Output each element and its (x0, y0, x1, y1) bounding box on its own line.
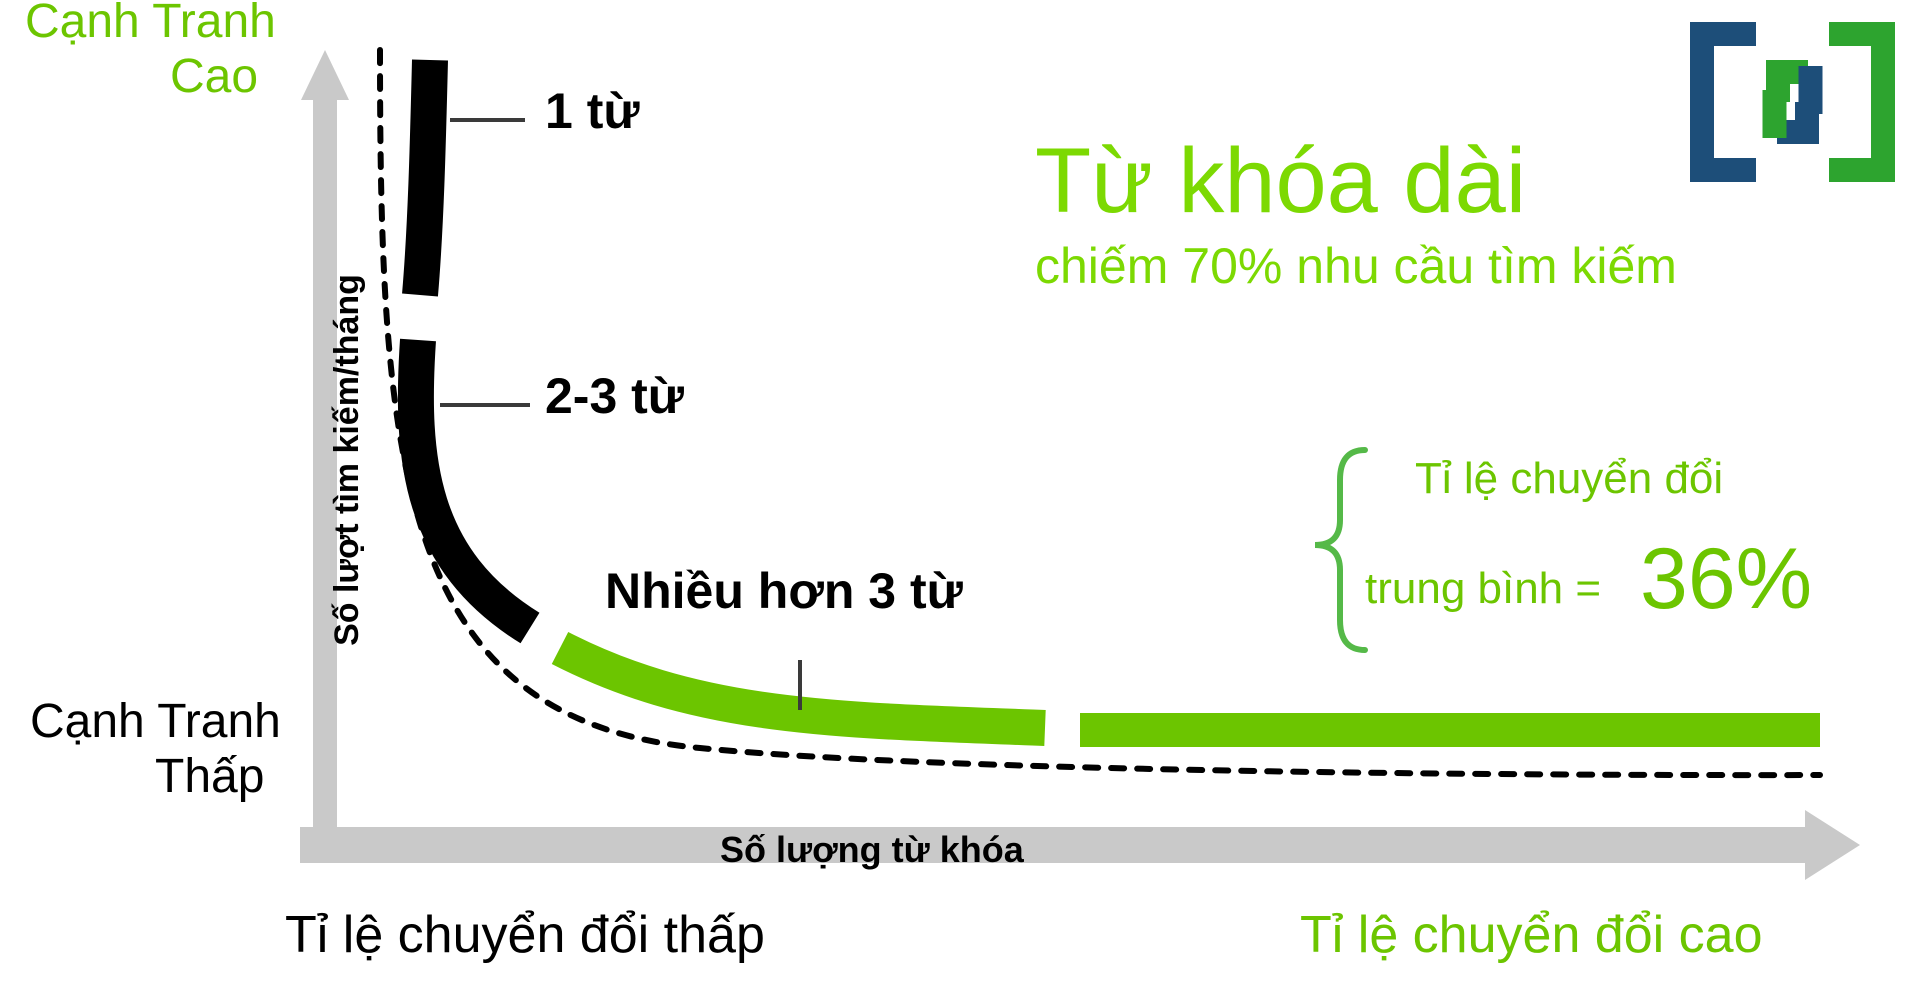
label-conversion-low: Tỉ lệ chuyển đổi thấp (285, 908, 765, 963)
label-competition-low-1: Cạnh Tranh (30, 697, 281, 747)
headline-subtitle: chiếm 70% nhu cầu tìm kiếm (1035, 240, 1677, 293)
headline-title: Từ khóa dài (1035, 133, 1526, 230)
curve-segment-long-tail-a (560, 648, 1045, 728)
bracket-text-line2a: trung bình = (1365, 566, 1601, 612)
segment-label-2-3-words: 2-3 từ (545, 370, 684, 423)
bracket-text-line2b: 36% (1640, 534, 1812, 624)
brand-logo-icon (1690, 22, 1895, 182)
bracket-icon (1315, 450, 1365, 650)
label-competition-low-2: Thấp (155, 752, 264, 802)
bracket-text-line1: Tỉ lệ chuyển đổi (1415, 456, 1723, 502)
curve-segment-1-word (420, 60, 430, 295)
label-competition-high-2: Cao (170, 52, 258, 102)
segment-label-1-word: 1 từ (545, 85, 640, 138)
y-axis-label: Số lượt tìm kiếm/tháng (328, 274, 366, 646)
label-competition-high-1: Cạnh Tranh (25, 0, 276, 47)
curve-segment-2-3-words (416, 340, 530, 628)
x-axis-label: Số lượng từ khóa (720, 829, 1025, 870)
label-conversion-high: Tỉ lệ chuyển đổi cao (1300, 908, 1763, 963)
segment-label-3plus-words: Nhiều hơn 3 từ (605, 565, 963, 618)
x-axis-arrow (300, 810, 1860, 880)
